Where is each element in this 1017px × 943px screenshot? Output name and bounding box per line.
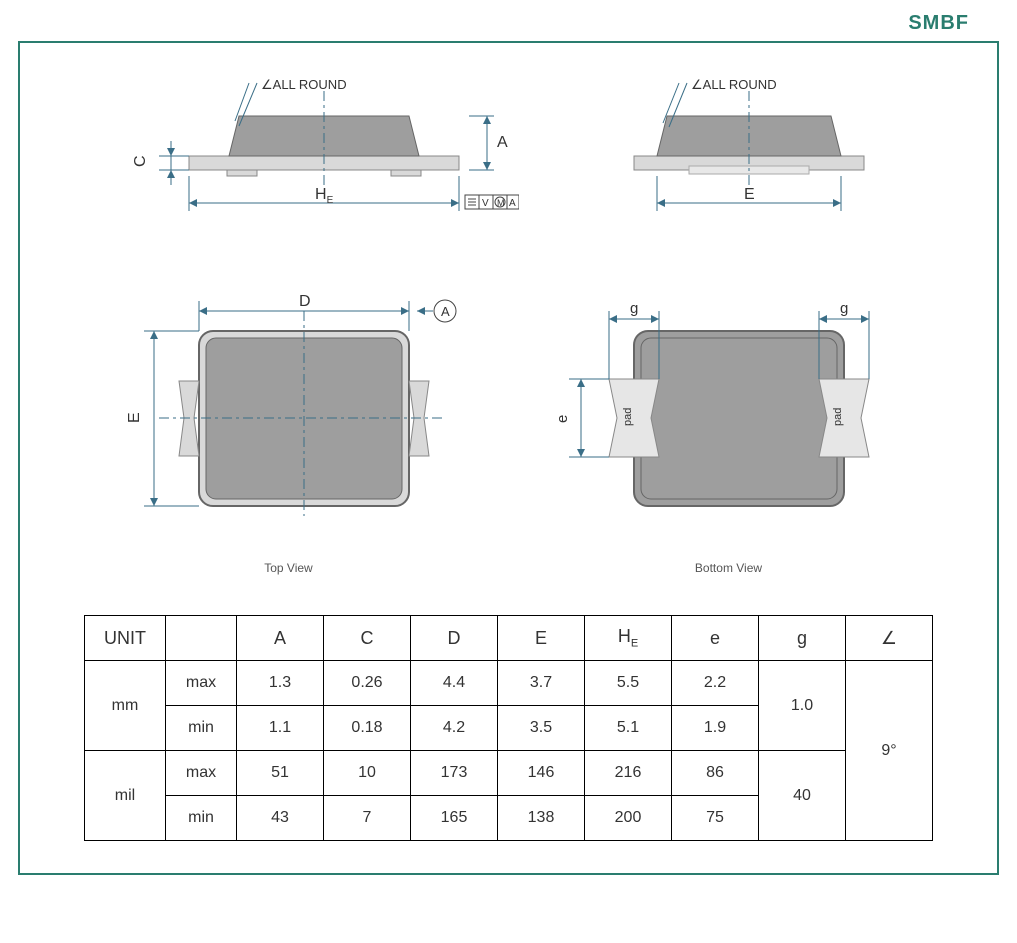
label-min: min [166,706,237,751]
cell-g-mm: 1.0 [759,661,846,751]
bottom-view-drawing: pad pad g g [539,281,919,531]
cell: 0.18 [324,706,411,751]
cell: 86 [672,751,759,796]
cell: 165 [411,796,498,841]
cell: 51 [237,751,324,796]
cell: 4.4 [411,661,498,706]
datum-a-label: A [441,304,450,319]
dim-d-label: D [299,293,311,310]
cell: 4.2 [411,706,498,751]
th-d: D [411,616,498,661]
cell: 216 [585,751,672,796]
dim-e-side-label: E [744,186,755,203]
th-g: g [759,616,846,661]
cell: 75 [672,796,759,841]
cell: 138 [498,796,585,841]
dim-e-top-label: E [126,412,143,423]
bottom-view-caption: Bottom View [695,561,762,575]
cell: 2.2 [672,661,759,706]
table-row: mil max 51 10 173 146 216 86 40 [85,751,933,796]
th-unit: UNIT [85,616,166,661]
cell: 146 [498,751,585,796]
label-max: max [166,661,237,706]
gdt-frame: V M A [465,195,519,209]
side-profile-right: ∠ALL ROUND E [579,71,919,241]
pad-label-left: pad [622,408,634,426]
top-view-col: D A E Top View [99,281,479,575]
cell: 43 [237,796,324,841]
side-profile-left: ∠ALL ROUND A C HE [99,71,519,241]
cell: 7 [324,796,411,841]
svg-text:A: A [509,198,516,209]
all-round-label-2: ∠ALL ROUND [691,77,777,92]
unit-mil: mil [85,751,166,841]
cell: 200 [585,796,672,841]
cell: 10 [324,751,411,796]
dim-c-label: C [132,155,149,167]
th-c: C [324,616,411,661]
pad-label-right: pad [832,408,844,426]
top-view-caption: Top View [264,561,312,575]
th-a: A [237,616,324,661]
cell: 173 [411,751,498,796]
svg-text:V: V [482,198,489,209]
svg-text:M: M [497,198,505,208]
cell: 3.5 [498,706,585,751]
table-row: mm max 1.3 0.26 4.4 3.7 5.5 2.2 1.0 9° [85,661,933,706]
cell-g-mil: 40 [759,751,846,841]
drawing-frame: ∠ALL ROUND A C HE [18,41,999,875]
cell: 1.1 [237,706,324,751]
table-header-row: UNIT A C D E HE e g ∠ [85,616,933,661]
th-e: E [498,616,585,661]
th-angle: ∠ [846,616,933,661]
page-title: SMBF [0,0,1017,41]
top-view-drawing: D A E [99,281,479,531]
dim-g-right-label: g [840,300,848,317]
cell-angle: 9° [846,661,933,841]
dim-a-label: A [497,134,508,151]
th-e2: e [672,616,759,661]
label-max: max [166,751,237,796]
cell: 5.1 [585,706,672,751]
bottom-view-col: pad pad g g [539,281,919,575]
label-min: min [166,796,237,841]
cell: 0.26 [324,661,411,706]
side-views-row: ∠ALL ROUND A C HE [48,71,969,241]
th-he: HE [585,616,672,661]
cell: 3.7 [498,661,585,706]
cell: 1.9 [672,706,759,751]
th-blank [166,616,237,661]
cell: 1.3 [237,661,324,706]
cell: 5.5 [585,661,672,706]
all-round-label: ∠ALL ROUND [261,77,347,92]
dim-e-bottom-label: e [554,415,571,423]
unit-mm: mm [85,661,166,751]
dim-g-left-label: g [630,300,638,317]
dimension-table: UNIT A C D E HE e g ∠ mm max 1.3 0.26 4.… [84,615,933,841]
plan-views-row: D A E Top View [48,281,969,575]
